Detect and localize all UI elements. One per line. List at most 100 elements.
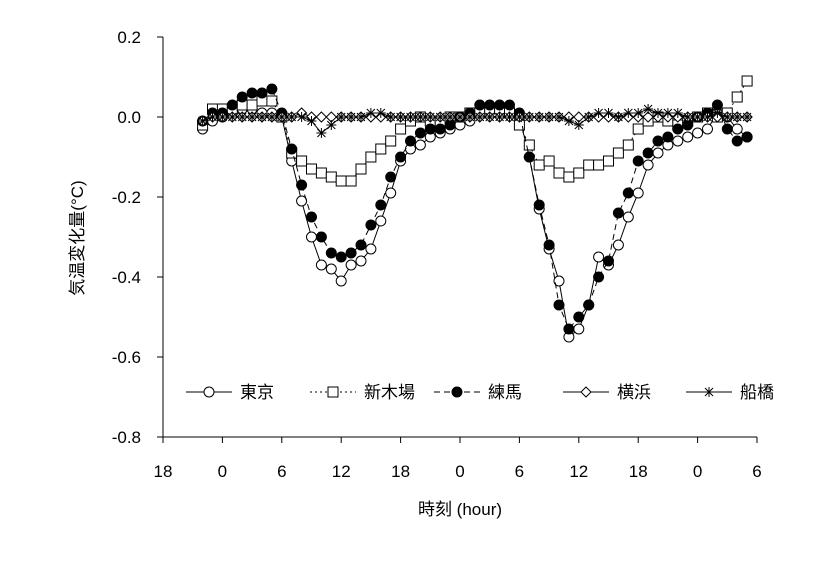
x-axis-label: 時刻 (hour): [418, 500, 502, 519]
data-point: [474, 112, 485, 122]
data-point: [315, 111, 328, 123]
data-point: [365, 151, 377, 163]
data-point: [622, 139, 634, 151]
data-point: [375, 108, 386, 118]
y-tick-label: 0.0: [117, 108, 141, 127]
data-point: [642, 159, 654, 171]
x-tick-label: 12: [569, 462, 588, 481]
data-point: [523, 151, 535, 163]
series-5: [197, 104, 753, 138]
data-point: [682, 131, 694, 143]
data-point: [672, 123, 684, 135]
data-point: [326, 120, 337, 130]
legend-label: 横浜: [617, 383, 651, 402]
data-point: [731, 135, 743, 147]
data-point: [563, 116, 574, 126]
data-point: [662, 108, 673, 118]
legend-label: 東京: [240, 383, 274, 402]
data-point: [405, 135, 416, 147]
data-point: [325, 247, 337, 259]
x-tick-label: 18: [154, 462, 173, 481]
data-point: [514, 112, 525, 122]
data-point: [197, 116, 208, 126]
data-point: [365, 108, 376, 118]
data-point: [494, 112, 505, 122]
series-2: [197, 75, 753, 187]
data-point: [731, 91, 743, 103]
data-point: [622, 211, 634, 223]
data-point: [247, 112, 258, 122]
data-point: [296, 195, 308, 207]
y-tick-label: -0.8: [112, 428, 141, 447]
data-point: [662, 131, 674, 143]
x-tick-label: 0: [218, 462, 227, 481]
data-point: [266, 112, 277, 122]
legend-marker: [580, 386, 592, 398]
data-point: [583, 112, 594, 122]
data-point: [395, 123, 407, 135]
data-point: [692, 112, 703, 122]
data-point: [583, 299, 595, 311]
y-tick-label: -0.4: [112, 268, 141, 287]
data-point: [286, 143, 298, 155]
data-point: [612, 147, 624, 159]
data-point: [672, 135, 684, 147]
data-point: [405, 112, 416, 122]
data-point: [632, 123, 644, 135]
data-point: [345, 259, 357, 271]
data-point: [425, 112, 436, 122]
data-point: [731, 123, 743, 135]
data-point: [385, 135, 397, 147]
data-point: [682, 112, 693, 122]
legend-label: 新木場: [364, 383, 415, 402]
x-tick-label: 0: [455, 462, 464, 481]
data-point: [414, 127, 426, 139]
x-tick-label: 0: [693, 462, 702, 481]
data-point: [306, 231, 317, 243]
data-point: [721, 123, 733, 135]
data-point: [435, 112, 446, 122]
data-point: [345, 175, 357, 187]
data-point: [414, 139, 426, 151]
data-point: [533, 199, 545, 211]
data-point: [355, 163, 367, 175]
data-point: [612, 239, 624, 251]
data-point: [306, 116, 317, 126]
data-point: [583, 159, 595, 171]
data-point: [742, 112, 753, 122]
data-point: [455, 112, 465, 122]
data-point: [712, 108, 723, 118]
data-point: [355, 239, 367, 251]
data-point: [722, 112, 733, 122]
data-point: [315, 231, 327, 243]
data-point: [266, 95, 278, 107]
data-point: [207, 112, 218, 122]
data-point: [652, 147, 664, 159]
y-tick-label: 0.2: [117, 28, 141, 47]
data-point: [573, 323, 585, 335]
data-point: [702, 112, 713, 122]
data-point: [415, 112, 426, 122]
data-point: [533, 159, 545, 171]
data-point: [692, 127, 704, 139]
data-point: [335, 175, 347, 187]
axes: 0.2 0.0 -0.2 -0.4 -0.6 -0.8 18 0 6 12 18 0 6 12 18 0 6: [112, 28, 762, 481]
data-point: [246, 99, 258, 111]
data-point: [603, 155, 614, 167]
data-point: [424, 123, 436, 135]
data-point: [643, 104, 654, 114]
data-point: [543, 155, 555, 167]
data-point: [653, 108, 663, 118]
data-point: [226, 99, 238, 111]
data-point: [356, 112, 366, 122]
data-point: [524, 112, 535, 122]
data-point: [642, 147, 654, 159]
data-point: [256, 87, 268, 99]
data-point: [365, 243, 377, 255]
series-line: [202, 80, 748, 182]
y-tick-label: -0.2: [112, 188, 141, 207]
y-axis-label: 気温変化量(°C): [68, 180, 87, 295]
data-point: [553, 299, 565, 311]
data-point: [385, 187, 397, 199]
data-point: [642, 111, 654, 123]
